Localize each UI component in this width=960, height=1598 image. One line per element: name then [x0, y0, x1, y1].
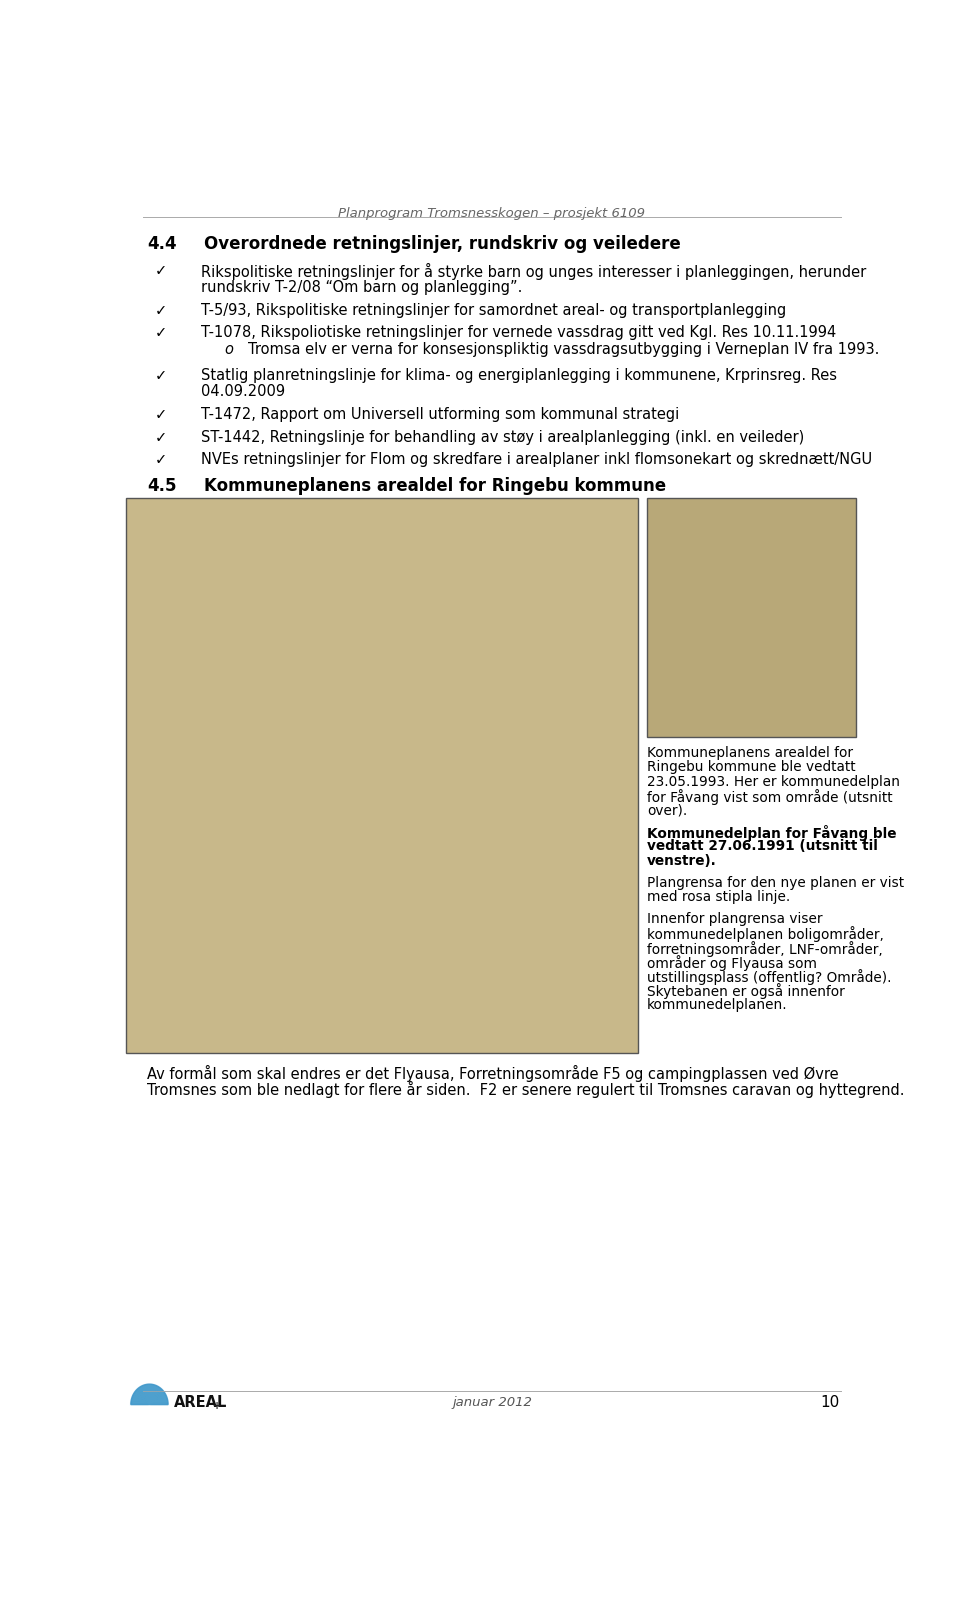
Text: kommunedelplanen boligområder,: kommunedelplanen boligområder, [647, 927, 884, 943]
Polygon shape [131, 1384, 168, 1405]
Bar [126, 499, 637, 1053]
Text: områder og Flyausa som: områder og Flyausa som [647, 956, 817, 972]
Text: Kommuneplanens arealdel for Ringebu kommune: Kommuneplanens arealdel for Ringebu komm… [204, 476, 666, 495]
Text: Kommuneplanens arealdel for: Kommuneplanens arealdel for [647, 746, 853, 761]
Text: Ringebu kommune ble vedtatt: Ringebu kommune ble vedtatt [647, 761, 855, 775]
Text: NVEs retningslinjer for Flom og skredfare i arealplaner inkl flomsonekart og skr: NVEs retningslinjer for Flom og skredfar… [202, 452, 873, 467]
Text: o: o [225, 342, 233, 356]
Text: T-1078, Rikspoliotiske retningslinjer for vernede vassdrag gitt ved Kgl. Res 10.: T-1078, Rikspoliotiske retningslinjer fo… [202, 326, 836, 340]
Text: for Fåvang vist som område (utsnitt: for Fåvang vist som område (utsnitt [647, 789, 893, 805]
Text: januar 2012: januar 2012 [452, 1397, 532, 1409]
Text: ✓: ✓ [155, 302, 167, 318]
Text: 4.5: 4.5 [147, 476, 177, 495]
Text: Rikspolitiske retningslinjer for å styrke barn og unges interesser i planlegging: Rikspolitiske retningslinjer for å styrk… [202, 264, 867, 280]
Text: ✓: ✓ [155, 430, 167, 444]
Text: 4.4: 4.4 [147, 235, 177, 252]
Text: kommunedelplanen.: kommunedelplanen. [647, 997, 787, 1012]
Text: venstre).: venstre). [647, 853, 717, 868]
Text: med rosa stipla linje.: med rosa stipla linje. [647, 890, 790, 904]
Text: Planprogram Tromsnesskogen – prosjekt 6109: Planprogram Tromsnesskogen – prosjekt 61… [339, 208, 645, 221]
Text: over).: over). [647, 804, 687, 817]
Text: 04.09.2009: 04.09.2009 [202, 384, 285, 400]
Text: utstillingsplass (offentlig? Område).: utstillingsplass (offentlig? Område). [647, 968, 892, 984]
Text: vedtatt 27.06.1991 (utsnitt til: vedtatt 27.06.1991 (utsnitt til [647, 839, 877, 853]
Text: Plangrensa for den nye planen er vist: Plangrensa for den nye planen er vist [647, 876, 904, 890]
Text: AREAL: AREAL [175, 1395, 228, 1411]
Text: Statlig planretningslinje for klima- og energiplanlegging i kommunene, Krprinsre: Statlig planretningslinje for klima- og … [202, 368, 837, 382]
Text: ✓: ✓ [155, 452, 167, 467]
Text: Av formål som skal endres er det Flyausa, Forretningsområde F5 og campingplassen: Av formål som skal endres er det Flyausa… [147, 1064, 839, 1082]
Text: Overordnede retningslinjer, rundskriv og veiledere: Overordnede retningslinjer, rundskriv og… [204, 235, 681, 252]
Text: ✓: ✓ [155, 407, 167, 422]
Text: Tromsa elv er verna for konsesjonspliktig vassdragsutbygging i Verneplan IV fra : Tromsa elv er verna for konsesjonsplikti… [248, 342, 879, 356]
Text: forretningsområder, LNF-områder,: forretningsområder, LNF-områder, [647, 941, 883, 957]
Text: Skytebanen er også innenfor: Skytebanen er også innenfor [647, 983, 845, 999]
Text: ST-1442, Retningslinje for behandling av støy i arealplanlegging (inkl. en veile: ST-1442, Retningslinje for behandling av… [202, 430, 804, 444]
Text: 10: 10 [820, 1395, 839, 1411]
Text: Kommunedelplan for Fåvang ble: Kommunedelplan for Fåvang ble [647, 825, 897, 841]
Text: T-5/93, Rikspolitiske retningslinjer for samordnet areal- og transportplanleggin: T-5/93, Rikspolitiske retningslinjer for… [202, 302, 786, 318]
Text: Tromsnes som ble nedlagt for flere år siden.  F2 er senere regulert til Tromsnes: Tromsnes som ble nedlagt for flere år si… [147, 1082, 904, 1098]
Text: rundskriv T-2/08 “Om barn og planlegging”.: rundskriv T-2/08 “Om barn og planlegging… [202, 280, 523, 296]
Text: ✓: ✓ [155, 264, 167, 278]
Text: ✓: ✓ [155, 326, 167, 340]
Text: Innenfor plangrensa viser: Innenfor plangrensa viser [647, 912, 823, 927]
Bar [647, 499, 856, 737]
Text: 23.05.1993. Her er kommunedelplan: 23.05.1993. Her er kommunedelplan [647, 775, 900, 789]
Text: ✓: ✓ [155, 368, 167, 382]
Text: T-1472, Rapport om Universell utforming som kommunal strategi: T-1472, Rapport om Universell utforming … [202, 407, 680, 422]
Text: +: + [213, 1401, 221, 1411]
